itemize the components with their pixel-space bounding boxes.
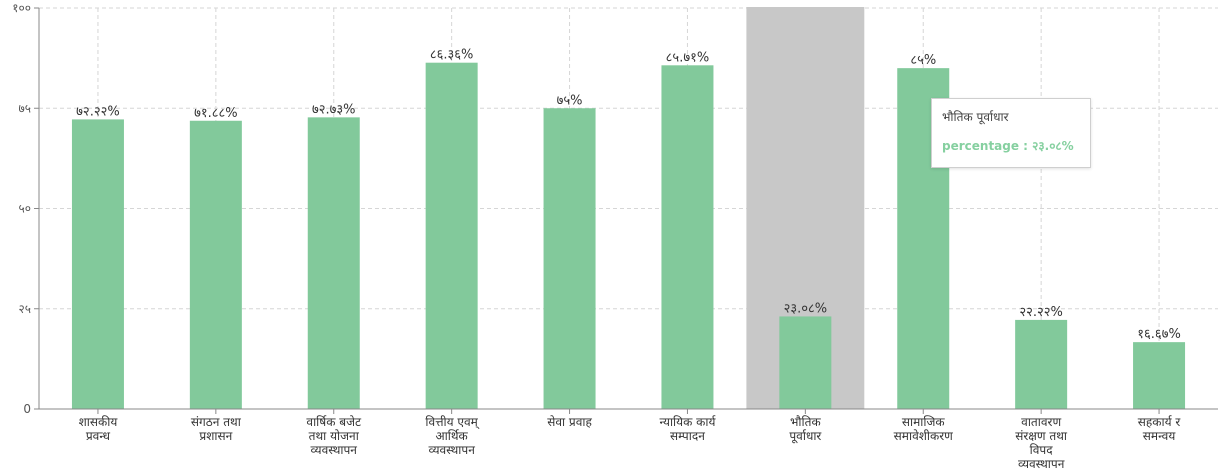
- x-tick-label-8-line-0: वातावरण: [1021, 415, 1061, 429]
- bar-8[interactable]: [1015, 319, 1068, 409]
- x-tick-label-9-line-1: समन्वय: [1143, 429, 1177, 443]
- x-tick-label-4-line-0: सेवा प्रवाह: [547, 415, 592, 429]
- data-label-7: ८५%: [910, 53, 936, 68]
- x-tick-label-8-line-2: विपद: [1030, 443, 1054, 457]
- x-tick-label-6-line-1: पूर्वाधार: [789, 429, 822, 444]
- data-label-2: ७२.७३%: [312, 102, 356, 117]
- y-tick-label-1: २५: [19, 302, 31, 316]
- bar-1[interactable]: [189, 120, 242, 409]
- x-tick-label-0-line-1: प्रवन्ध: [86, 429, 111, 443]
- x-tick-label-2-line-0: वार्षिक बजेट: [306, 415, 362, 429]
- data-label-1: ७१.८८%: [194, 106, 238, 121]
- x-tick-label-6-line-0: भौतिक: [790, 415, 821, 429]
- y-tick-label-4: १००: [12, 1, 31, 15]
- x-tick-label-3-line-0: वित्तीय एवम्: [425, 415, 479, 430]
- chart-tooltip: भौतिक पूर्वाधार percentage : २३.०८%: [931, 98, 1091, 168]
- x-tick-label-1-line-0: संगठन तथा: [191, 415, 242, 429]
- x-tick-label-5-line-1: सम्पादन: [670, 429, 705, 443]
- x-tick-label-2-line-2: व्यवस्थापन: [311, 443, 358, 457]
- x-tick-label-9-line-0: सहकार्य र: [1138, 415, 1182, 429]
- x-tick-label-7-line-1: समावेशीकरण: [894, 429, 953, 443]
- x-tick-label-3-line-2: व्यवस्थापन: [428, 443, 475, 457]
- x-tick-label-5-line-0: न्यायिक कार्य: [659, 415, 716, 429]
- x-tick-label-7-line-0: सामाजिक: [902, 415, 946, 429]
- tooltip-value: percentage : २३.०८%: [942, 139, 1074, 153]
- bar-4[interactable]: [543, 108, 596, 409]
- tooltip-title: भौतिक पूर्वाधार: [942, 110, 1009, 124]
- bar-9[interactable]: [1133, 342, 1186, 409]
- x-tick-label-3-line-1: आर्थिक: [436, 429, 469, 443]
- data-label-9: १६.६७%: [1137, 327, 1181, 342]
- data-label-5: ८५.७१%: [666, 50, 710, 65]
- data-label-0: ७२.२२%: [76, 104, 120, 119]
- bar-5[interactable]: [661, 65, 714, 409]
- y-tick-label-2: ५०: [19, 202, 31, 216]
- bar-3[interactable]: [425, 62, 478, 409]
- labels-group: ७२.२२% ७१.८८% ७२.७३% ८६.३६% ७५% ८५.७१% २३.०८% ८…: [12, 1, 1181, 471]
- bars-group: [71, 62, 1186, 410]
- data-label-3: ८६.३६%: [430, 48, 474, 63]
- y-tick-label-0: 0: [23, 402, 31, 416]
- x-tick-label-0-line-0: शासकीय: [79, 415, 119, 429]
- bar-2[interactable]: [307, 117, 360, 410]
- x-tick-label-8-line-1: संरक्षण तथा: [1015, 429, 1068, 443]
- x-tick-label-2-line-1: तथा योजना: [309, 429, 360, 443]
- axes-group: [34, 7, 1218, 414]
- x-tick-label-1-line-1: प्रशासन: [199, 429, 232, 443]
- bar-0[interactable]: [71, 119, 124, 409]
- bar-6[interactable]: [779, 316, 832, 409]
- y-tick-label-3: ७५: [19, 101, 31, 115]
- data-label-4: ७५%: [557, 93, 583, 108]
- data-label-8: २२.२२%: [1019, 305, 1063, 320]
- data-label-6: २३.०८%: [784, 301, 828, 316]
- x-tick-label-8-line-3: व्यवस्थापन: [1018, 457, 1065, 471]
